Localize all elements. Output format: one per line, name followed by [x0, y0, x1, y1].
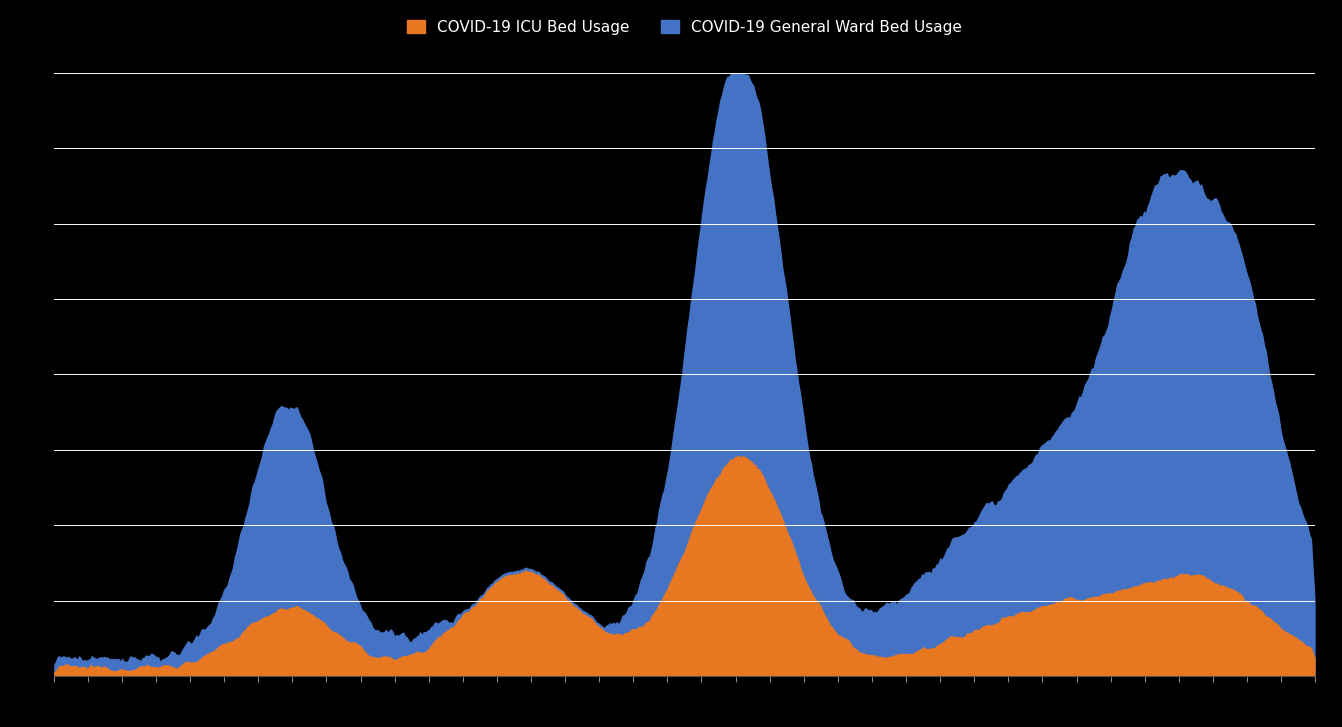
Legend: COVID-19 ICU Bed Usage, COVID-19 General Ward Bed Usage: COVID-19 ICU Bed Usage, COVID-19 General…	[407, 20, 962, 35]
